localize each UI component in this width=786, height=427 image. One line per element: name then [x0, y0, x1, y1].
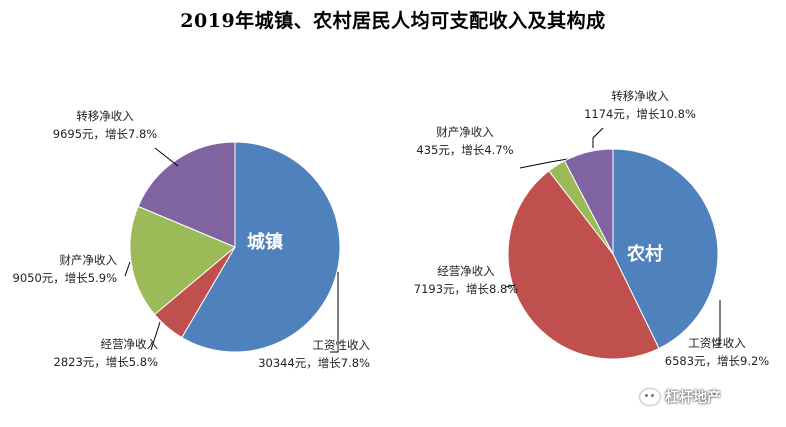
slice-name-label: 转移净收入 — [76, 109, 134, 123]
leader-line — [154, 147, 179, 167]
chart-title: 2019年城镇、农村居民人均可支配收入及其构成 — [180, 10, 606, 32]
pie-center-label: 农村 — [626, 243, 663, 265]
slice-name-label: 财产净收入 — [60, 253, 118, 267]
leader-line — [150, 321, 161, 351]
wechat-icon — [640, 389, 660, 405]
slice-value-label: 2823元，增长5.8% — [54, 355, 159, 369]
pie-1: 工资性收入 6583元，增长9.2% 经营净收入 7193元，增长8.8% 财产净收入 4… — [414, 89, 770, 368]
pie-center-label: 城镇 — [247, 231, 283, 253]
leader-line — [519, 158, 569, 169]
slice-value-label: 9050元，增长5.9% — [13, 271, 118, 285]
slice-name-label: 工资性收入 — [688, 336, 746, 350]
slice-value-label: 30344元，增长7.8% — [258, 356, 370, 370]
watermark: 杠杆地产 — [640, 386, 721, 408]
slice-value-label: 9695元，增长7.8% — [53, 127, 158, 141]
pie-slice — [181, 141, 341, 353]
slice-name-label: 财产净收入 — [436, 125, 494, 139]
pie-0: 工资性收入 30344元，增长7.8% 经营净收入 2823元，增长5.8% 财产净收入… — [13, 109, 371, 370]
slice-name-label: 经营净收入 — [101, 337, 159, 351]
slice-name-label: 转移净收入 — [611, 89, 669, 103]
pie-slice — [129, 205, 236, 316]
leader-line — [592, 127, 604, 148]
pie-slice — [507, 170, 660, 360]
leader-line — [330, 272, 339, 353]
slice-name-label: 经营净收入 — [437, 264, 495, 278]
pie-slice — [612, 148, 719, 350]
pie-slice — [137, 141, 236, 248]
leader-line — [504, 284, 516, 288]
slice-value-label: 435元，增长4.7% — [416, 143, 513, 157]
slice-value-label: 1174元，增长10.8% — [584, 107, 696, 121]
slice-value-label: 6583元，增长9.2% — [665, 354, 770, 368]
leader-line — [124, 261, 131, 277]
slice-value-label: 7193元，增长8.8% — [414, 282, 519, 296]
pie-slice — [563, 148, 614, 255]
leader-line — [713, 300, 721, 346]
watermark-text: 杠杆地产 — [665, 390, 721, 406]
slice-name-label: 工资性收入 — [313, 338, 371, 352]
